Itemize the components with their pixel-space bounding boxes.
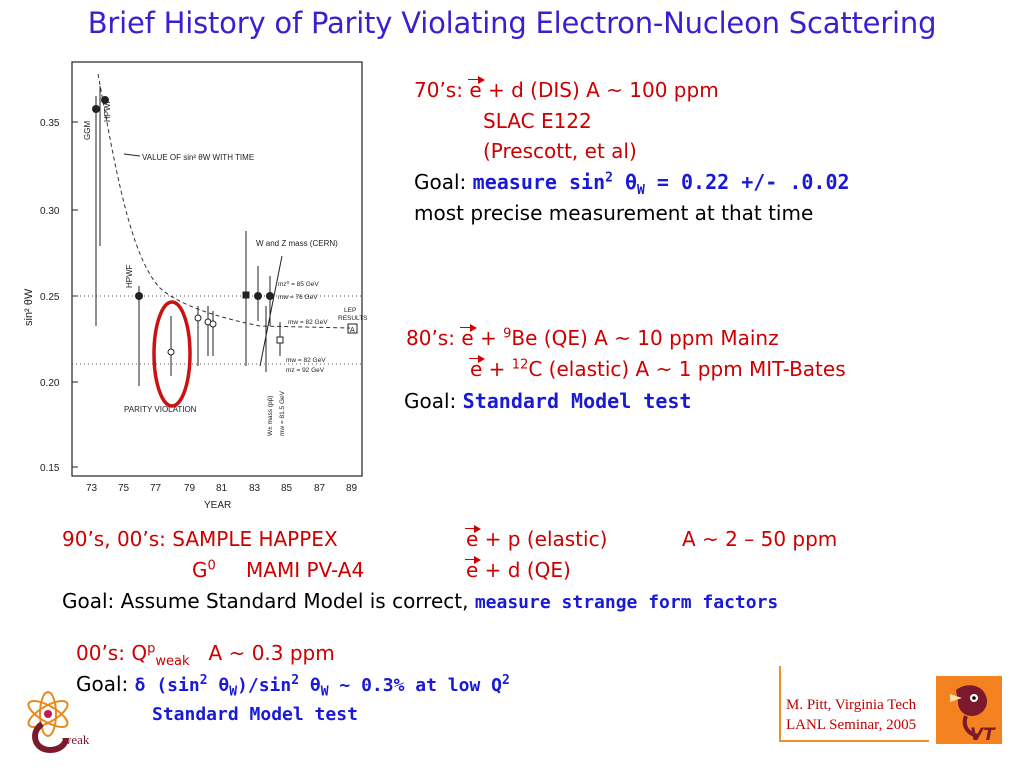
electron-vector: e bbox=[468, 355, 486, 381]
data-point bbox=[242, 291, 250, 299]
electron-vector: e bbox=[464, 556, 482, 582]
s00-goal2: Standard Model test bbox=[152, 704, 358, 725]
y-axis-label: sin² θW bbox=[23, 288, 35, 326]
x-axis: 73 75 77 79 81 83 85 87 89 bbox=[86, 483, 358, 494]
label-hpwf-top: HPWF bbox=[103, 98, 112, 122]
lep-box bbox=[347, 323, 358, 334]
data-point bbox=[101, 96, 109, 104]
s00-goal: Goal: δ (sin2 θW)/sin2 θW ~ 0.3% at low … bbox=[76, 672, 510, 700]
s70-exp2: (Prescott, et al) bbox=[483, 139, 637, 163]
footer-event: LANL Seminar, 2005 bbox=[786, 717, 917, 733]
s90-asymmetry: A ~ 2 – 50 ppm bbox=[682, 527, 838, 551]
label-mw76: mw = 76 GeV bbox=[278, 294, 318, 301]
data-point bbox=[254, 292, 262, 300]
x-tick-label: 79 bbox=[184, 483, 196, 494]
s90-mami: MAMI PV-A4 bbox=[246, 558, 365, 582]
x-axis-label: YEAR bbox=[204, 500, 231, 511]
vt-hokiebird-logo: VT bbox=[936, 676, 1002, 744]
electron-vector: e bbox=[468, 76, 486, 102]
qweak-logo: weak bbox=[27, 691, 90, 754]
data-point bbox=[194, 314, 202, 322]
label-mz85: mz⁰ = 85 GeV bbox=[278, 280, 319, 288]
label-parity-violation: PARITY VIOLATION bbox=[124, 405, 197, 414]
s90-goal: Goal: Assume Standard Model is correct, … bbox=[62, 589, 779, 613]
label-hpwf-mid: HPWF bbox=[125, 264, 134, 288]
data-point bbox=[167, 348, 175, 356]
svg-text:weak: weak bbox=[62, 732, 90, 747]
s90-prefix: 90’s, 00’s: SAMPLE HAPPEX bbox=[62, 527, 338, 551]
label-mw82a: mw = 82 GeV bbox=[288, 319, 328, 326]
s90-reaction2: e + d (QE) bbox=[464, 556, 571, 582]
s80-line1: 80’s: e + 9Be (QE) A ~ 10 ppm Mainz bbox=[406, 324, 779, 350]
s90-g0: G0 bbox=[192, 558, 216, 582]
x-tick-label: 77 bbox=[150, 483, 162, 494]
s70-exp1: SLAC E122 bbox=[483, 109, 592, 133]
data-point bbox=[135, 292, 143, 300]
slide-title: Brief History of Parity Violating Electr… bbox=[87, 6, 937, 40]
s90-reaction1: e + p (elastic) bbox=[464, 525, 608, 551]
data-point bbox=[92, 105, 100, 113]
data-point bbox=[266, 292, 274, 300]
curve-label: VALUE OF sin² θW WITH TIME bbox=[142, 153, 254, 162]
s70-note: most precise measurement at that time bbox=[414, 201, 814, 225]
electron-vector: e bbox=[464, 525, 482, 551]
x-tick-label: 75 bbox=[118, 483, 130, 494]
x-tick-label: 81 bbox=[216, 483, 228, 494]
x-tick-label: 85 bbox=[281, 483, 293, 494]
label-lep: LEP bbox=[344, 307, 356, 314]
label-mw815: mw = 81.5 GeV bbox=[279, 390, 286, 436]
footer-author: M. Pitt, Virginia Tech bbox=[786, 697, 917, 713]
trend-curve bbox=[97, 73, 351, 329]
x-tick-label: 73 bbox=[86, 483, 98, 494]
y-tick-label: 0.20 bbox=[40, 378, 60, 389]
curve-label-pointer bbox=[123, 153, 141, 157]
x-tick-label: 87 bbox=[314, 483, 326, 494]
y-tick-label: 0.25 bbox=[40, 292, 60, 303]
label-mw82b: mw = 82 GeV bbox=[286, 357, 326, 364]
footer-rule-vertical bbox=[779, 666, 781, 742]
x-tick-label: 89 bbox=[346, 483, 358, 494]
s80-line2: e + 12C (elastic) A ~ 1 ppm MIT-Bates bbox=[468, 355, 846, 381]
data-point bbox=[209, 320, 217, 328]
sin2-theta-w-history-plot: 0.35 0.30 0.25 0.20 0.15 sin² θW 73 75 7… bbox=[23, 61, 368, 511]
data-points bbox=[92, 86, 284, 386]
y-tick-label: 0.15 bbox=[40, 463, 60, 474]
footer-rule-horizontal bbox=[779, 740, 929, 742]
label-wz-mass: W and Z mass (CERN) bbox=[256, 239, 338, 248]
y-tick-label: 0.35 bbox=[40, 118, 60, 129]
s80-goal: Goal: Standard Model test bbox=[404, 389, 692, 413]
label-results: RESULTS bbox=[338, 315, 368, 322]
s70-goal: Goal: measure sin2 θW = 0.22 +/- .0.02 bbox=[414, 170, 850, 198]
label-lep-box: A bbox=[350, 327, 355, 334]
x-tick-label: 83 bbox=[249, 483, 261, 494]
s70-line1: 70’s: e + d (DIS) A ~ 100 ppm bbox=[414, 76, 719, 102]
y-tick-label: 0.30 bbox=[40, 206, 60, 217]
parity-violation-highlight-circle bbox=[152, 300, 192, 408]
label-mz92: mz = 92 GeV bbox=[286, 367, 325, 374]
s00-line1: 00’s: Qpweak A ~ 0.3 ppm bbox=[76, 641, 335, 669]
label-wmass: W± mass (pp̄) bbox=[267, 396, 274, 436]
label-ggm: GGM bbox=[83, 121, 92, 140]
svg-text:VT: VT bbox=[970, 725, 996, 744]
electron-vector: e bbox=[460, 324, 478, 350]
data-point bbox=[276, 336, 284, 344]
plot-frame bbox=[71, 61, 363, 477]
